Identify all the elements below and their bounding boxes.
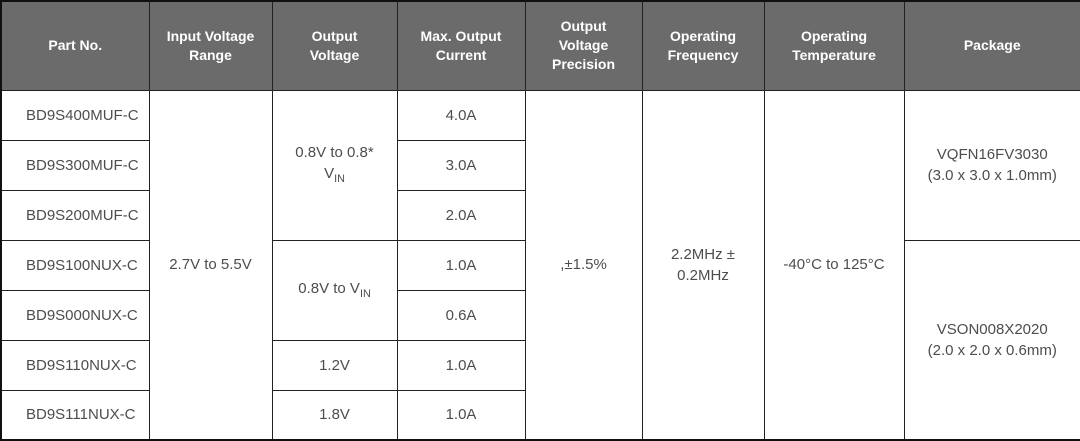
cell-output-voltage: 1.2V (271, 339, 398, 391)
header-row: Part No. Input Voltage Range Output Voltag… (0, 0, 1080, 91)
column-header-output-voltage: Output Voltage (271, 0, 398, 91)
cell-max-output-current: 1.0A (396, 339, 526, 391)
table-row: BD9S111NUX-C 1.8V 1.0A (0, 389, 1080, 441)
cell-output-voltage: 0.8V to VIN (271, 239, 398, 341)
table-row: BD9S000NUX-C 0.6A (0, 289, 1080, 341)
cell-input-voltage-range: 2.7V to 5.5V (148, 89, 273, 441)
column-header-input-voltage-range: Input Voltage Range (148, 0, 273, 91)
column-header-output-voltage-precision: Output Voltage Precision (524, 0, 643, 91)
cell-output-voltage: 0.8V to 0.8* VIN (271, 89, 398, 241)
cell-part-no: BD9S200MUF-C (0, 189, 150, 241)
cell-max-output-current: 3.0A (396, 139, 526, 191)
table-row: BD9S400MUF-C 2.7V to 5.5V 0.8V to 0.8* VI… (0, 89, 1080, 441)
cell-max-output-current: 2.0A (396, 189, 526, 241)
cell-max-output-current: 1.0A (396, 239, 526, 291)
cell-part-no: BD9S111NUX-C (0, 389, 150, 441)
cell-output-voltage: 1.8V (271, 389, 398, 441)
cell-output-voltage-precision: ,±1.5% (524, 89, 643, 441)
table-row: BD9S110NUX-C 1.2V 1.0A (0, 339, 1080, 391)
cell-part-no: BD9S110NUX-C (0, 339, 150, 391)
column-header-max-output-current: Max. Output Current (396, 0, 526, 91)
table-row: BD9S100NUX-C 0.8V to VIN 1.0A VSON008X20… (0, 239, 1080, 441)
cell-part-no: BD9S300MUF-C (0, 139, 150, 191)
cell-part-no: BD9S400MUF-C (0, 89, 150, 141)
column-header-operating-frequency: Operating Frequency (641, 0, 765, 91)
cell-package: VSON008X2020 (2.0 x 2.0 x 0.6mm) (903, 239, 1080, 441)
cell-package: VQFN16FV3030 (3.0 x 3.0 x 1.0mm) (903, 89, 1080, 241)
cell-part-no: BD9S100NUX-C (0, 239, 150, 291)
cell-max-output-current: 0.6A (396, 289, 526, 341)
cell-max-output-current: 1.0A (396, 389, 526, 441)
column-header-operating-temperature: Operating Temperature (763, 0, 905, 91)
table-row: BD9S200MUF-C 2.0A (0, 189, 1080, 241)
cell-operating-temperature: -40°C to 125°C (763, 89, 905, 441)
column-header-part-no: Part No. (0, 0, 150, 91)
cell-part-no: BD9S000NUX-C (0, 289, 150, 341)
table-row: BD9S300MUF-C 3.0A (0, 139, 1080, 191)
cell-max-output-current: 4.0A (396, 89, 526, 141)
column-header-package: Package (903, 0, 1080, 91)
cell-operating-frequency: 2.2MHz ±0.2MHz (641, 89, 765, 441)
